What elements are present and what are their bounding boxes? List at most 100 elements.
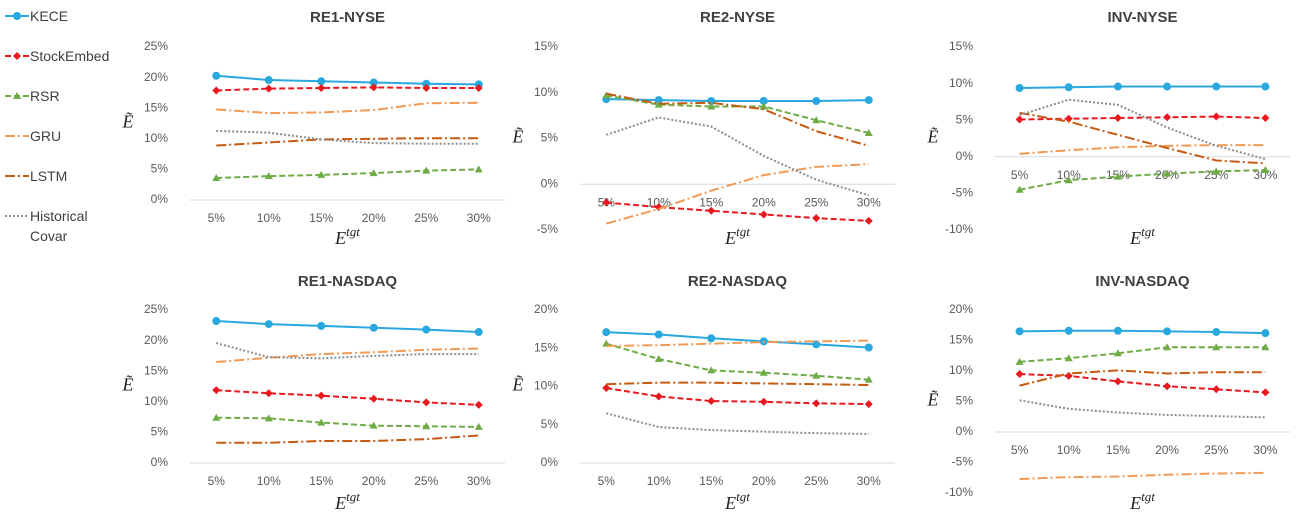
y-tick-label: 20%: [144, 70, 168, 84]
point: [864, 375, 873, 383]
point: [1212, 167, 1221, 175]
y-axis-label: Ẽ: [512, 375, 524, 395]
series-line: [1019, 346, 1266, 363]
x-tick-label: 20%: [362, 474, 386, 488]
point: [1261, 114, 1270, 123]
point: [1015, 327, 1024, 336]
series-line: [605, 116, 870, 197]
point: [759, 102, 768, 110]
series-line: [215, 342, 479, 360]
y-tick-label: 10%: [534, 379, 558, 393]
point: [1163, 169, 1172, 177]
x-axis-label: Etgt: [1129, 224, 1155, 248]
point: [602, 198, 611, 207]
legend-icon: [5, 12, 29, 20]
y-axis-label: Ẽ: [122, 375, 134, 395]
point: [707, 334, 716, 343]
point: [759, 397, 768, 406]
x-axis-label-base: E: [334, 493, 346, 513]
series-line: [606, 201, 869, 222]
point: [602, 384, 611, 393]
x-axis-label-sup: tgt: [736, 489, 750, 504]
y-tick-label: 10%: [144, 394, 168, 408]
point: [864, 216, 873, 225]
point: [1015, 83, 1024, 92]
legend-label: RSR: [30, 88, 60, 104]
x-tick-label: 10%: [257, 211, 281, 225]
x-tick-label: 20%: [362, 211, 386, 225]
x-axis-label: Etgt: [724, 489, 750, 513]
point: [864, 129, 873, 137]
chart-title: INV-NYSE: [1107, 9, 1177, 26]
point: [264, 414, 273, 422]
x-tick-label: 5%: [208, 474, 226, 488]
point: [1113, 377, 1122, 386]
y-tick-label: 15%: [144, 100, 168, 114]
point: [212, 173, 221, 181]
y-tick-label: 0%: [151, 455, 169, 469]
x-tick-label: 5%: [598, 474, 616, 488]
point: [864, 343, 873, 352]
chart-title: INV-NASDAQ: [1095, 273, 1190, 290]
y-axis-label: Ẽ: [122, 112, 134, 132]
y-tick-label: 0%: [956, 149, 974, 163]
point: [812, 214, 821, 223]
point: [707, 397, 716, 406]
point: [474, 84, 483, 93]
point: [474, 422, 483, 430]
y-tick-label: 25%: [144, 39, 168, 53]
series-line: [1019, 111, 1266, 165]
point: [1163, 82, 1172, 91]
point: [264, 76, 273, 85]
y-tick-label: -10%: [945, 222, 973, 236]
point: [654, 100, 663, 108]
point: [264, 84, 273, 93]
x-axis-label-sup: tgt: [1141, 224, 1155, 239]
series-line: [216, 416, 479, 428]
series-line: [1019, 399, 1266, 419]
legend-label: GRU: [30, 128, 62, 144]
point: [1113, 349, 1122, 357]
legend-icon: [5, 92, 29, 99]
point: [1261, 343, 1270, 351]
point: [422, 398, 431, 407]
legend-icon: [5, 215, 29, 217]
y-tick-label: 10%: [949, 76, 973, 90]
point: [317, 84, 326, 93]
legend-item: Historical Covar: [4, 206, 134, 246]
x-tick-label: 15%: [1106, 443, 1130, 457]
x-axis-label-base: E: [724, 228, 736, 248]
point: [1163, 382, 1172, 391]
y-axis-label: Ẽ: [512, 127, 524, 147]
x-tick-label: 30%: [857, 474, 881, 488]
point: [422, 422, 431, 430]
x-tick-label: 10%: [257, 474, 281, 488]
point: [13, 92, 21, 99]
x-tick-label: 20%: [1155, 443, 1179, 457]
series-line: [606, 339, 869, 347]
legend-label: KECE: [30, 8, 69, 24]
x-tick-label: 25%: [804, 195, 828, 209]
series-line: [1019, 168, 1266, 191]
series-line: [1019, 329, 1266, 335]
x-tick-label: 15%: [699, 195, 723, 209]
point: [1163, 327, 1172, 336]
legend-icon: [5, 135, 29, 137]
point: [602, 339, 611, 347]
point: [707, 366, 716, 374]
legend-item: GRU: [4, 126, 134, 166]
point: [13, 52, 21, 60]
point: [212, 386, 221, 395]
point: [13, 12, 21, 20]
x-axis-label-base: E: [1129, 228, 1141, 248]
y-tick-label: 10%: [144, 131, 168, 145]
legend-item: StockEmbed: [4, 46, 134, 86]
x-tick-label: 15%: [309, 474, 333, 488]
legend-label: StockEmbed: [30, 48, 110, 64]
series-line: [216, 86, 479, 92]
x-axis-label-base: E: [1129, 493, 1141, 513]
point: [812, 340, 821, 349]
x-axis-label: Etgt: [1129, 489, 1155, 513]
